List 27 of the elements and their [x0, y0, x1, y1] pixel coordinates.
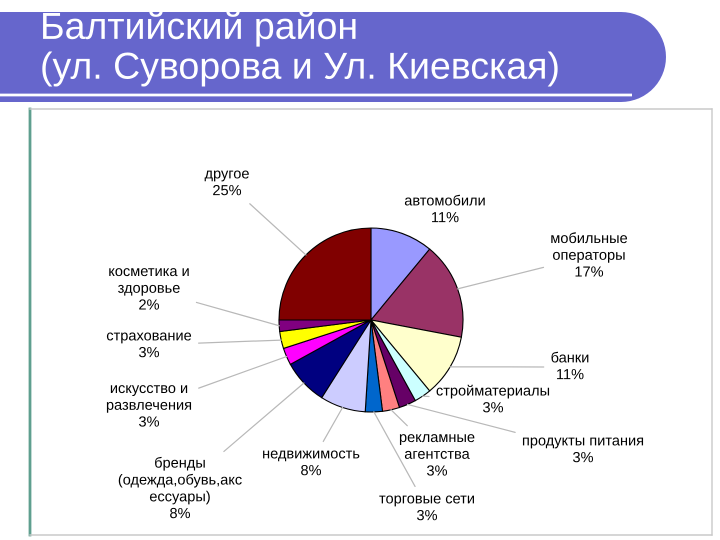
slice-label: страхование [106, 332, 192, 344]
slice-label: искусство и развлечения [106, 385, 192, 413]
slice-label: автомобили [404, 194, 485, 206]
data-label: 11% [557, 369, 584, 380]
data-label: 3% [483, 402, 504, 412]
chart-title: Балтийский район (ул. Суворова и Ул. Киевская) [42, 11, 558, 86]
slice-label: стройматериалы [436, 384, 550, 399]
data-label: 3% [139, 416, 160, 427]
slice-label: продукты питания [522, 438, 644, 448]
data-label: 11% [432, 212, 459, 222]
slice-label: рекламные агентства [400, 434, 474, 459]
slice-label: косметика и здоровье [109, 268, 189, 296]
slice-label: недвижимость [263, 450, 360, 462]
slice-label: мобильные операторы [551, 232, 628, 263]
data-label: 17% [576, 266, 604, 277]
data-label: 8% [301, 464, 322, 476]
data-label: 3% [139, 346, 160, 358]
data-label: 3% [573, 452, 594, 462]
data-label: 8% [170, 508, 190, 518]
slice-label: торговые сети [379, 496, 474, 506]
slice-label: банки [551, 352, 588, 363]
slice-label: бренды (одежда,обувь,акс ессуары) [118, 456, 242, 504]
data-label: 3% [417, 510, 438, 520]
slice-label: другое [204, 170, 249, 182]
data-label: 25% [213, 184, 242, 196]
data-label: 3% [427, 465, 448, 476]
data-label: 2% [139, 299, 160, 310]
